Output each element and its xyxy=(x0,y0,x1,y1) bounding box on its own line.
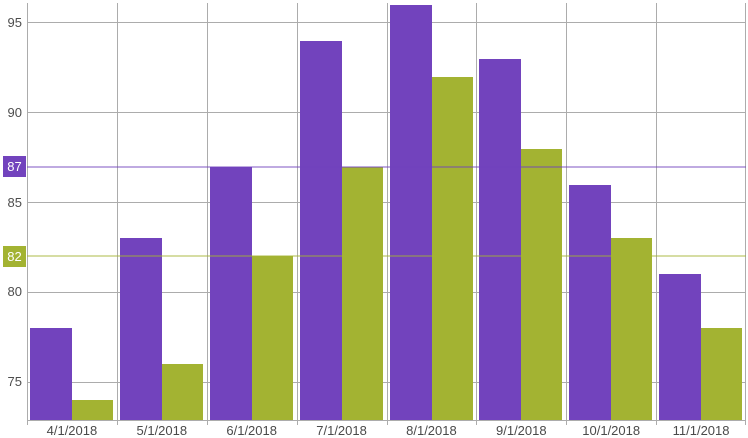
bar-green-series-7/1/2018[interactable] xyxy=(341,166,383,420)
x-category-label: 9/1/2018 xyxy=(496,423,547,438)
x-category-label: 7/1/2018 xyxy=(316,423,367,438)
v-gridline xyxy=(27,3,28,420)
v-gridline xyxy=(387,3,388,420)
plot-area xyxy=(27,3,746,421)
h-gridline xyxy=(27,291,746,293)
stripline-badge-82: 82 xyxy=(3,245,26,267)
x-category-label: 8/1/2018 xyxy=(406,423,457,438)
bar-purple-series-6/1/2018[interactable] xyxy=(209,166,252,420)
y-axis-label: 90 xyxy=(7,104,22,120)
x-category-label: 6/1/2018 xyxy=(226,423,277,438)
x-axis-tick xyxy=(566,420,567,425)
bar-purple-series-5/1/2018[interactable] xyxy=(119,238,162,420)
bar-green-series-11/1/2018[interactable] xyxy=(701,328,743,420)
bar-green-series-10/1/2018[interactable] xyxy=(611,238,653,420)
x-axis-tick xyxy=(27,420,28,425)
stripline-82 xyxy=(27,255,746,258)
v-gridline xyxy=(656,3,657,420)
bar-green-series-6/1/2018[interactable] xyxy=(251,256,293,420)
h-gridline xyxy=(27,112,746,114)
bar-green-series-9/1/2018[interactable] xyxy=(521,148,563,420)
x-category-label: 10/1/2018 xyxy=(582,423,641,438)
h-gridline xyxy=(27,202,746,203)
y-axis-label: 85 xyxy=(7,194,22,210)
bar-purple-series-11/1/2018[interactable] xyxy=(659,274,702,420)
y-axis-label: 80 xyxy=(7,284,22,300)
x-axis-tick xyxy=(745,420,746,425)
x-axis-tick xyxy=(656,420,657,425)
y-axis-label: 95 xyxy=(7,14,22,30)
x-axis-tick xyxy=(387,420,388,425)
v-gridline xyxy=(745,3,746,420)
bar-purple-series-7/1/2018[interactable] xyxy=(299,40,342,420)
h-gridline xyxy=(27,22,746,24)
h-gridline xyxy=(27,381,746,383)
stripline-badge-87: 87 xyxy=(3,156,26,178)
x-category-label: 11/1/2018 xyxy=(672,423,730,438)
bar-green-series-4/1/2018[interactable] xyxy=(72,400,113,420)
x-axis-tick xyxy=(297,420,298,425)
bar-purple-series-8/1/2018[interactable] xyxy=(389,4,432,420)
bar-purple-series-9/1/2018[interactable] xyxy=(479,58,522,420)
v-gridline xyxy=(566,3,567,420)
v-gridline xyxy=(117,3,118,420)
bar-green-series-5/1/2018[interactable] xyxy=(161,364,203,420)
x-category-label: 5/1/2018 xyxy=(136,423,188,438)
x-category-label: 4/1/2018 xyxy=(46,423,98,438)
stripline-87 xyxy=(27,165,746,168)
bar-purple-series-4/1/2018[interactable] xyxy=(30,328,72,420)
bar-green-series-8/1/2018[interactable] xyxy=(431,76,473,420)
y-axis-label: 75 xyxy=(7,374,22,390)
x-axis-tick xyxy=(476,420,477,425)
x-axis-tick xyxy=(117,420,118,425)
v-gridline xyxy=(207,3,208,420)
v-gridline xyxy=(297,3,298,420)
bar-purple-series-10/1/2018[interactable] xyxy=(569,184,612,420)
v-gridline xyxy=(476,3,477,420)
x-axis-tick xyxy=(207,420,208,425)
